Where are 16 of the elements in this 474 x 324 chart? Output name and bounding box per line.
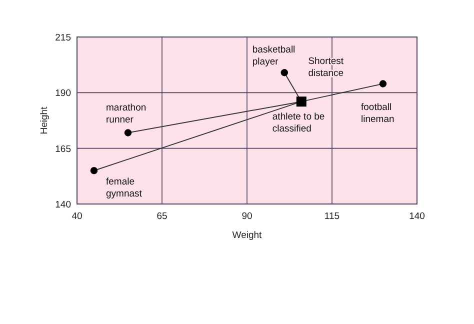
annotation: marathon runner [106,102,146,126]
x-axis-title: Weight [232,230,262,241]
x-tick-label: 115 [324,211,340,222]
y-tick-label: 190 [55,88,71,100]
y-tick-label: 165 [55,144,71,155]
annotation: athlete to be classified [272,112,325,135]
x-tick-label: 40 [72,211,82,222]
y-axis-title: Height [39,106,50,134]
annotation: basketball player [252,44,296,68]
annotation: football lineman [361,102,394,125]
y-tick-label: 140 [55,200,71,210]
y-tick-label: 215 [55,32,71,44]
x-tick-label: 65 [156,211,168,222]
x-tick-label: 90 [242,211,252,222]
x-tick-label: 140 [409,211,425,222]
annotation: female gymnast [106,176,142,200]
